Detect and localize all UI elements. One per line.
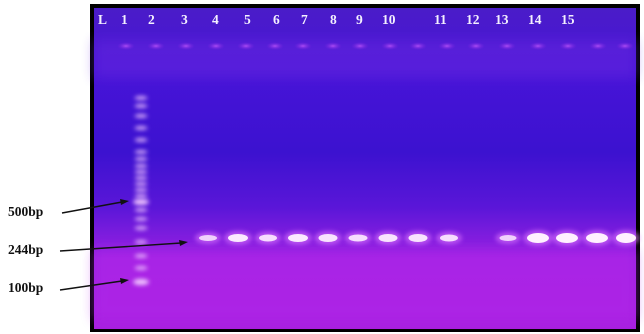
ladder-band — [133, 198, 149, 206]
ladder-band — [134, 239, 148, 245]
well — [529, 42, 547, 50]
well — [324, 42, 342, 50]
marker-annotations: 500bp 244bp 100bp — [8, 199, 188, 295]
sample-band — [348, 234, 368, 242]
well — [207, 42, 225, 50]
ladder-band — [134, 216, 148, 222]
lane-label-8: 8 — [330, 12, 337, 27]
well — [147, 42, 165, 50]
sample-bands — [195, 230, 640, 246]
lane-labels: L 1 2 3 4 5 6 7 8 9 10 11 12 13 14 15 — [98, 12, 575, 27]
well — [559, 42, 577, 50]
sample-band — [228, 234, 248, 242]
ladder-band — [134, 193, 148, 199]
marker-arrowhead-500bp — [120, 199, 129, 205]
lane-label-3: 3 — [181, 12, 188, 27]
ladder-band — [134, 163, 148, 169]
well — [351, 42, 369, 50]
sample-band — [408, 234, 428, 242]
marker-arrow-244bp — [59, 242, 182, 252]
lane-label-15: 15 — [561, 12, 575, 27]
sample-band — [499, 235, 517, 241]
lane-label-6: 6 — [273, 12, 280, 27]
lane-label-14: 14 — [528, 12, 542, 27]
well — [177, 42, 195, 50]
ladder-band — [134, 113, 148, 119]
ladder-band — [134, 181, 148, 187]
lane-label-9: 9 — [356, 12, 363, 27]
well — [381, 42, 399, 50]
wells — [117, 42, 634, 50]
well — [589, 42, 607, 50]
well — [438, 42, 456, 50]
ladder-band — [134, 175, 148, 181]
sample-band — [556, 233, 578, 243]
ladder-band — [134, 156, 148, 162]
lane-label-2: 2 — [148, 12, 155, 27]
well — [467, 42, 485, 50]
well — [409, 42, 427, 50]
ladder-band — [134, 207, 148, 213]
ladder-lane — [133, 95, 149, 286]
marker-label-100bp: 100bp — [8, 280, 43, 295]
lane-label-ladder: L — [98, 12, 107, 27]
ladder-band — [134, 265, 148, 271]
lane-label-10: 10 — [382, 12, 396, 27]
sample-band — [318, 234, 338, 242]
lane-label-5: 5 — [244, 12, 251, 27]
lane-label-4: 4 — [212, 12, 219, 27]
sample-band — [586, 233, 608, 243]
well — [237, 42, 255, 50]
lane-label-1: 1 — [121, 12, 128, 27]
ladder-band — [134, 253, 148, 259]
ladder-band — [134, 125, 148, 131]
ladder-band — [133, 278, 149, 286]
sample-band — [288, 234, 308, 242]
ladder-band — [134, 137, 148, 143]
ladder-band — [134, 169, 148, 175]
ladder-band — [134, 187, 148, 193]
marker-arrow-100bp — [59, 280, 123, 291]
ladder-band — [134, 103, 148, 109]
well — [266, 42, 284, 50]
sample-band — [527, 233, 549, 243]
marker-label-500bp: 500bp — [8, 204, 43, 219]
lane-label-7: 7 — [301, 12, 308, 27]
well — [616, 42, 634, 50]
marker-arrowhead-244bp — [179, 240, 188, 246]
ladder-band — [134, 149, 148, 155]
sample-band — [378, 234, 398, 242]
sample-band — [440, 234, 458, 242]
well — [498, 42, 516, 50]
ladder-band — [134, 95, 148, 101]
gel-lower-glow — [94, 250, 636, 320]
sample-band — [259, 234, 277, 242]
sample-band — [616, 233, 636, 243]
marker-arrow-500bp — [61, 201, 123, 214]
sample-band — [199, 235, 217, 241]
lane-label-11: 11 — [434, 12, 447, 27]
lane-label-12: 12 — [466, 12, 480, 27]
well — [294, 42, 312, 50]
well — [117, 42, 135, 50]
ladder-band — [134, 225, 148, 231]
lane-label-13: 13 — [495, 12, 509, 27]
marker-arrowhead-100bp — [120, 278, 129, 284]
marker-label-244bp: 244bp — [8, 242, 43, 257]
